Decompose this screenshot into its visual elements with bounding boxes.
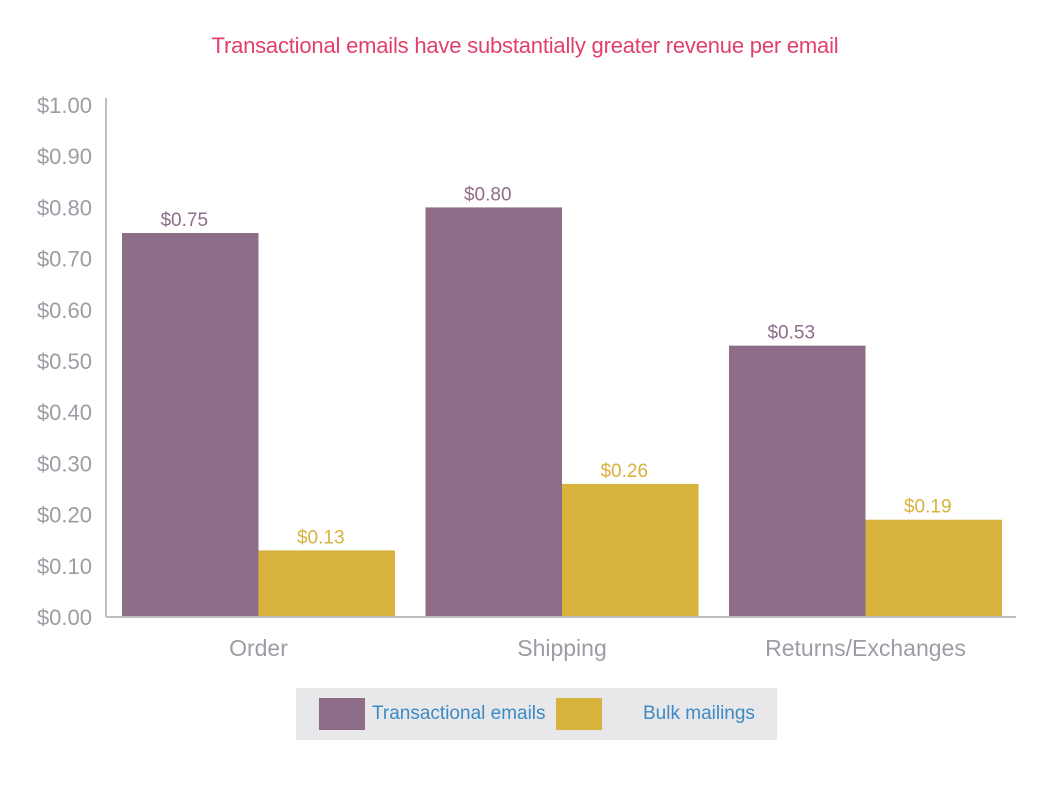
bar-bulk-shipping <box>562 483 699 617</box>
y-tick-label: $0.50 <box>37 349 92 374</box>
legend-label-bulk: Bulk mailings <box>643 703 755 724</box>
bar-value-label: $0.19 <box>904 497 952 518</box>
bar-value-label: $0.26 <box>600 461 648 482</box>
bar-transactional-returns-exchanges <box>729 345 866 617</box>
y-axis-tick-labels: $0.00 $0.10 $0.20 $0.30 $0.40 $0.50 $0.60 $0.70… <box>37 93 92 630</box>
legend: Transactional emails Bulk mailings <box>296 688 777 740</box>
x-axis-tick-labels: Order Shipping Returns/Exchanges <box>229 635 966 661</box>
x-tick-label: Shipping <box>517 635 607 661</box>
bar-value-label: $0.13 <box>297 527 345 548</box>
y-tick-label: $1.00 <box>37 93 92 118</box>
bar-value-label: $0.53 <box>767 323 815 344</box>
bar-chart: $0.00 $0.10 $0.20 $0.30 $0.40 $0.50 $0.60 $0.70… <box>37 93 1016 661</box>
bar-bulk-returns-exchanges <box>865 519 1002 617</box>
bars <box>122 207 1002 617</box>
legend-label-transactional: Transactional emails <box>372 703 546 724</box>
y-tick-label: $0.30 <box>37 451 92 476</box>
chart-title: Transactional emails have substantially … <box>211 33 839 58</box>
y-tick-label: $0.20 <box>37 503 92 528</box>
y-tick-label: $0.90 <box>37 144 92 169</box>
y-tick-label: $0.10 <box>37 554 92 579</box>
bar-bulk-order <box>258 550 395 617</box>
x-tick-label: Order <box>229 635 288 661</box>
bar-transactional-shipping <box>425 207 562 617</box>
bar-value-label: $0.75 <box>160 210 208 231</box>
bar-transactional-order <box>122 233 259 617</box>
legend-swatch-transactional <box>319 698 365 730</box>
y-tick-label: $0.00 <box>37 605 92 630</box>
x-tick-label: Returns/Exchanges <box>765 635 966 661</box>
bar-value-labels: $0.75 $0.13 $0.80 $0.26 $0.53 $0.19 <box>160 184 951 548</box>
y-tick-label: $0.70 <box>37 247 92 272</box>
legend-swatch-bulk <box>556 698 602 730</box>
y-tick-label: $0.80 <box>37 195 92 220</box>
y-tick-label: $0.60 <box>37 298 92 323</box>
bar-value-label: $0.80 <box>464 184 512 205</box>
y-tick-label: $0.40 <box>37 400 92 425</box>
